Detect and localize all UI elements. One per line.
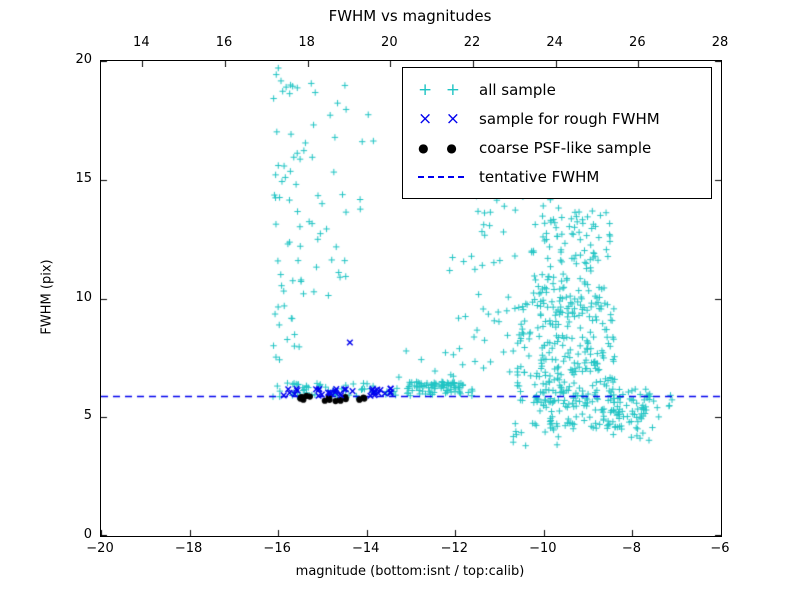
legend-label: tentative FWHM xyxy=(479,167,600,186)
x-tick-label: −18 xyxy=(174,541,203,556)
legend-row: tentative FWHM xyxy=(413,162,701,191)
x-tick-label: −12 xyxy=(440,541,468,556)
x-tick-label: −16 xyxy=(263,541,291,556)
x-tick-label: −8 xyxy=(621,541,642,556)
legend-dash-marker-icon xyxy=(413,167,469,187)
legend-plus-marker-icon: + + xyxy=(418,79,464,100)
legend-label: sample for rough FWHM xyxy=(479,109,660,128)
y-tick-label: 10 xyxy=(75,289,92,305)
top-x-tick-label: 22 xyxy=(463,35,481,50)
y-tick-label: 20 xyxy=(75,52,92,67)
y-axis-label: FWHM (pix) xyxy=(39,259,55,335)
legend-row: ● ● coarse PSF-like sample xyxy=(413,133,701,162)
top-x-tick-label: 28 xyxy=(711,35,729,50)
x-tick-label: −10 xyxy=(529,541,557,556)
y-tick-label: 5 xyxy=(83,408,92,424)
x-tick-label: −20 xyxy=(86,541,114,556)
top-x-tick-label: 20 xyxy=(381,35,398,50)
x-tick-label: −6 xyxy=(710,541,730,556)
x-axis-label: magnitude (bottom:isnt / top:calib) xyxy=(295,564,525,579)
chart-title: FWHM vs magnitudes xyxy=(328,7,492,25)
legend-label: coarse PSF-like sample xyxy=(479,138,652,157)
legend-x-marker-icon: × × xyxy=(418,108,464,129)
legend-dashed-line-icon xyxy=(418,175,464,178)
axes-frame xyxy=(100,60,722,537)
x-tick-label: −14 xyxy=(351,541,380,556)
legend-row: + + all sample xyxy=(413,75,701,104)
top-x-tick-label: 18 xyxy=(298,35,315,50)
y-tick-label: 0 xyxy=(83,527,92,542)
top-x-tick-label: 24 xyxy=(546,35,563,50)
y-tick-label: 15 xyxy=(75,170,92,186)
top-x-tick-label: 16 xyxy=(215,35,233,50)
legend-label: all sample xyxy=(479,80,556,99)
legend: + + all sample × × sample for rough FWHM ● ●… xyxy=(402,67,712,199)
legend-dot-marker-icon: ● ● xyxy=(418,140,464,155)
legend-row: × × sample for rough FWHM xyxy=(413,104,701,133)
top-x-tick-label: 26 xyxy=(629,35,646,50)
top-x-tick-label: 14 xyxy=(133,35,150,50)
